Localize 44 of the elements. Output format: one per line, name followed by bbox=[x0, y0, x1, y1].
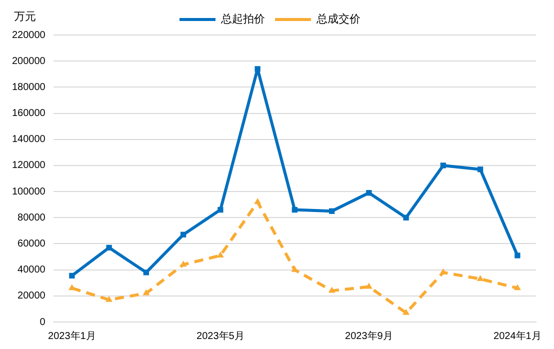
y-tick-label: 0 bbox=[40, 316, 46, 328]
point bbox=[440, 162, 446, 168]
y-tick-label: 160000 bbox=[12, 108, 46, 120]
y-tick-label: 40000 bbox=[18, 264, 46, 276]
point bbox=[402, 308, 410, 315]
point bbox=[514, 284, 521, 290]
point bbox=[476, 274, 484, 281]
point bbox=[514, 252, 520, 258]
point bbox=[106, 296, 113, 302]
point bbox=[106, 244, 112, 250]
legend-label: 总成交价 bbox=[316, 12, 360, 26]
y-tick-label: 60000 bbox=[18, 238, 46, 250]
point bbox=[365, 282, 372, 289]
y-axis-title: 万元 bbox=[14, 11, 36, 24]
point bbox=[69, 272, 75, 279]
point bbox=[477, 166, 484, 172]
y-tick-label: 140000 bbox=[12, 134, 46, 146]
point bbox=[366, 190, 372, 196]
point bbox=[142, 289, 150, 296]
y-tick-label: 100000 bbox=[12, 186, 46, 198]
x-tick-label: 2023年5月 bbox=[196, 330, 244, 342]
point bbox=[328, 208, 335, 214]
x-tick-label: 2023年1月 bbox=[48, 330, 96, 342]
x-tick-label: 2023年9月 bbox=[345, 330, 393, 342]
point bbox=[180, 232, 186, 238]
y-tick-label: 200000 bbox=[12, 56, 46, 67]
y-tick-label: 80000 bbox=[18, 212, 46, 224]
y-tick-label: 120000 bbox=[12, 160, 46, 172]
point bbox=[180, 260, 187, 267]
point bbox=[218, 206, 224, 213]
point bbox=[403, 214, 409, 220]
point bbox=[328, 286, 336, 293]
point bbox=[143, 270, 150, 276]
legend-label: 总起拍价 bbox=[220, 12, 265, 26]
point bbox=[68, 284, 76, 290]
point bbox=[216, 251, 224, 258]
point bbox=[254, 66, 260, 72]
y-tick-label: 220000 bbox=[12, 30, 46, 41]
y-tick-label: 180000 bbox=[12, 82, 46, 93]
y-tick-label: 20000 bbox=[18, 290, 46, 302]
x-tick-label: 2024年1月 bbox=[494, 330, 542, 342]
point bbox=[292, 206, 298, 213]
point bbox=[440, 268, 447, 274]
point bbox=[254, 198, 262, 204]
